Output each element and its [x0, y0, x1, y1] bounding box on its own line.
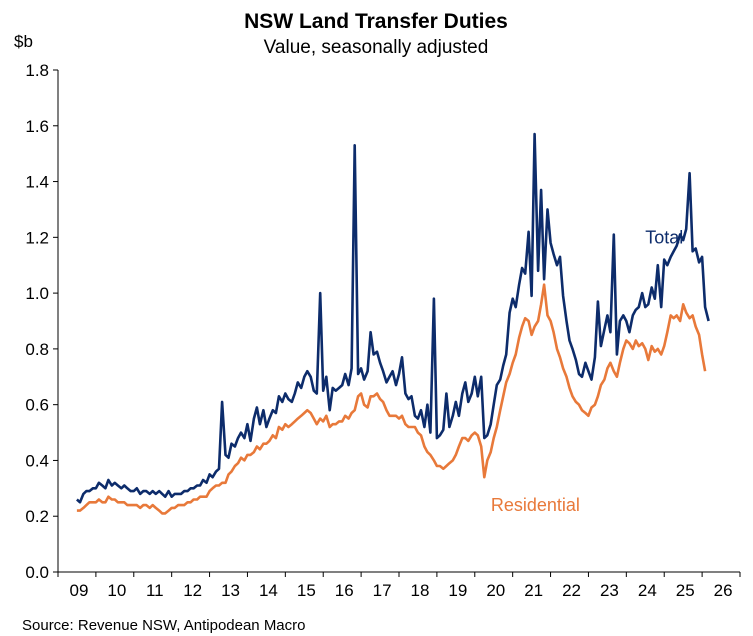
- x-tick-label: 22: [562, 581, 581, 600]
- series-line-total: [76, 132, 710, 504]
- series-line-residential: [76, 283, 707, 515]
- y-axis-unit-label: $b: [14, 32, 33, 51]
- x-tick-label: 15: [297, 581, 316, 600]
- x-tick-label: 25: [676, 581, 695, 600]
- x-tick-label: 13: [221, 581, 240, 600]
- x-tick-label: 12: [183, 581, 202, 600]
- y-axis: 0.0 0.2 0.4 0.6 0.8 1.0 1.2 1.4 1.6 1.8: [25, 61, 58, 582]
- x-tick-label: 11: [146, 581, 164, 600]
- x-tick-label: 10: [107, 581, 126, 600]
- x-tick-label: 21: [524, 581, 543, 600]
- x-tick-label: 17: [373, 581, 392, 600]
- y-tick-label: 0.2: [25, 507, 49, 526]
- chart-title: NSW Land Transfer Duties: [244, 10, 508, 33]
- x-tick-label: 09: [70, 581, 89, 600]
- series-lines: [76, 132, 710, 515]
- y-tick-label: 1.4: [25, 173, 49, 192]
- y-tick-label: 0.8: [25, 340, 49, 359]
- series-labels: Total Residential: [491, 227, 683, 515]
- y-tick-label: 1.6: [25, 117, 49, 136]
- x-tick-label: 14: [259, 581, 278, 600]
- series-label-total: Total: [645, 227, 683, 247]
- x-tick-label: 20: [486, 581, 505, 600]
- chart-subtitle: Value, seasonally adjusted: [264, 37, 489, 58]
- y-tick-label: 1.8: [25, 61, 49, 80]
- y-tick-label: 0.4: [25, 451, 49, 470]
- source-note: Source: Revenue NSW, Antipodean Macro: [22, 617, 306, 634]
- x-tick-label: 19: [448, 581, 467, 600]
- x-tick-label: 24: [638, 581, 657, 600]
- x-axis: 09 10 11 12 13 14 15 16 17 18 19 20 21 22 23 24 25 26: [57, 572, 741, 600]
- x-tick-label: 23: [600, 581, 619, 600]
- y-tick-label: 1.0: [25, 284, 49, 303]
- y-tick-label: 0.0: [25, 563, 49, 582]
- y-tick-label: 0.6: [25, 396, 49, 415]
- y-tick-label: 1.2: [25, 228, 49, 247]
- x-tick-label: 16: [335, 581, 354, 600]
- x-tick-label: 18: [411, 581, 430, 600]
- x-tick-label: 26: [714, 581, 733, 600]
- series-label-residential: Residential: [491, 495, 580, 515]
